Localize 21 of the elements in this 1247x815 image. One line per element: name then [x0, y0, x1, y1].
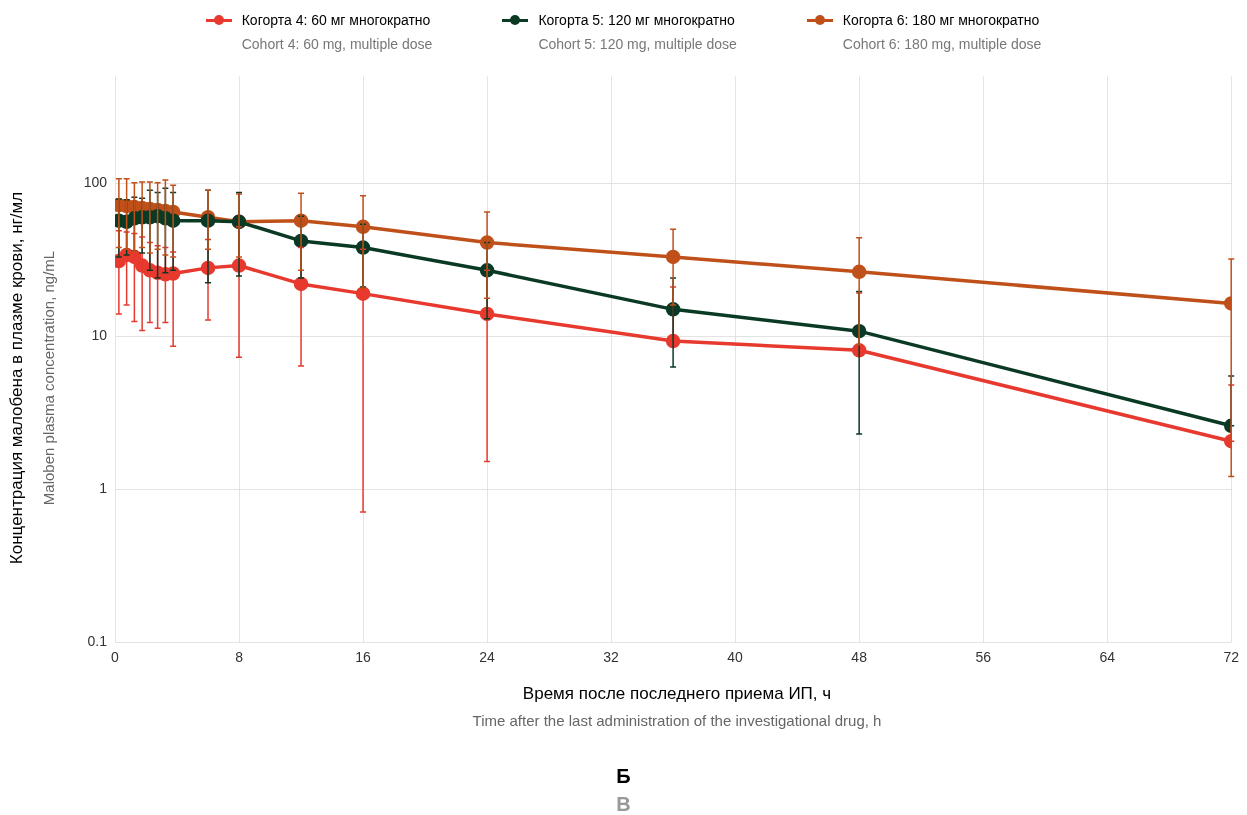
x-tick-label: 40 — [727, 649, 744, 666]
text: Б — [615, 764, 632, 789]
legend-label: Когорта 4: 60 мг многократно Cohort 4: 60 mg, multiple dose — [241, 12, 433, 52]
y-tick-label: 100 — [83, 174, 108, 191]
legend-label: Когорта 5: 120 мг многократно Cohort 5: 120 mg, multiple dose — [538, 12, 737, 52]
y-axis-title: Концентрация малобена в плазме крови, нг/мл Maloben plasma concentration, ng/mL — [6, 190, 58, 567]
x-tick-label: 8 — [235, 649, 244, 666]
x-tick-label: 16 — [355, 649, 372, 666]
y-tick-label: 10 — [91, 327, 108, 344]
x-tick-label: 72 — [1223, 649, 1240, 666]
legend-label: Когорта 6: 180 мг многократно Cohort 6: 180 mg, multiple dose — [842, 12, 1042, 52]
x-tick-label: 56 — [975, 649, 992, 666]
x-tick-label: 32 — [603, 649, 620, 666]
text: В — [615, 792, 632, 815]
y-tick-label: 0.1 — [87, 633, 108, 650]
y-tick-label: 1 — [99, 480, 108, 497]
x-tick-label: 0 — [111, 649, 120, 666]
x-axis-title: Время после последнего приема ИП, ч Time after the last administration of the investigational drug, h — [471, 684, 883, 729]
x-tick-label: 64 — [1099, 649, 1116, 666]
x-tick-label: 24 — [479, 649, 496, 666]
x-tick-label: 48 — [851, 649, 868, 666]
